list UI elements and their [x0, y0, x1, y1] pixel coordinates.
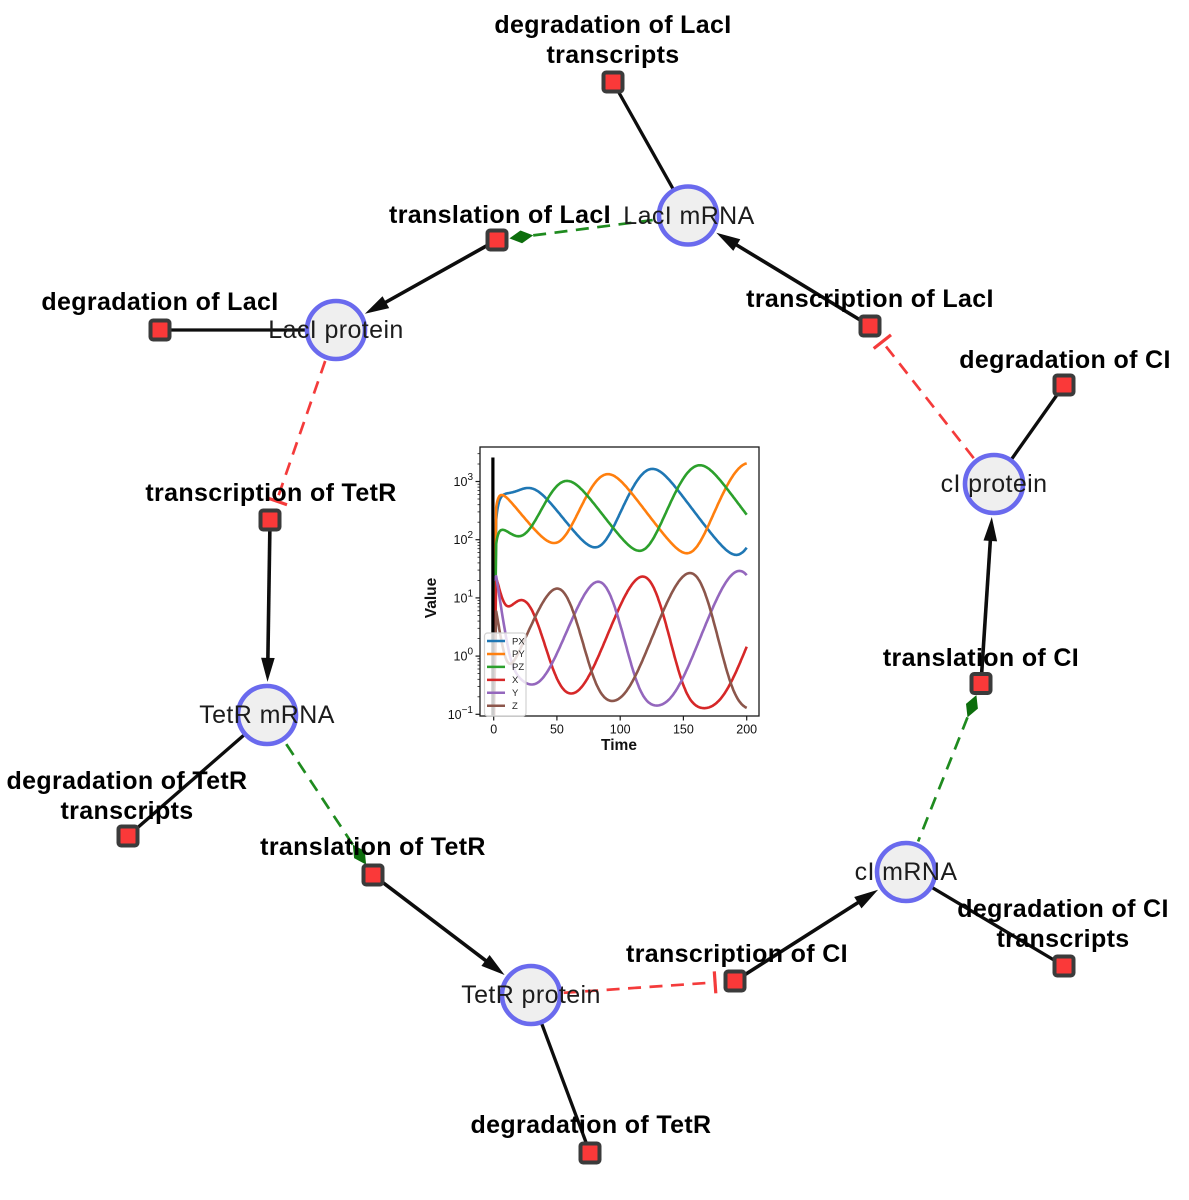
svg-text:transcription of CI: transcription of CI — [626, 940, 848, 968]
svg-text:PZ: PZ — [512, 662, 524, 673]
svg-text:transcripts: transcripts — [996, 925, 1129, 953]
svg-text:X: X — [512, 675, 519, 686]
svg-text:Time: Time — [601, 737, 637, 754]
svg-text:degradation of LacI: degradation of LacI — [41, 288, 278, 316]
svg-text:translation of CI: translation of CI — [883, 644, 1079, 672]
svg-text:Y: Y — [512, 688, 519, 699]
svg-text:TetR protein: TetR protein — [461, 981, 601, 1009]
svg-text:degradation of CI: degradation of CI — [957, 895, 1169, 923]
svg-text:50: 50 — [550, 723, 564, 737]
svg-text:Z: Z — [512, 701, 518, 712]
svg-text:degradation of LacI: degradation of LacI — [494, 11, 731, 39]
svg-text:transcripts: transcripts — [60, 797, 193, 825]
svg-text:degradation of CI: degradation of CI — [959, 346, 1171, 374]
svg-text:TetR mRNA: TetR mRNA — [199, 701, 335, 729]
svg-text:transcription of LacI: transcription of LacI — [746, 285, 994, 313]
svg-text:cI mRNA: cI mRNA — [855, 858, 958, 886]
svg-text:PX: PX — [512, 636, 525, 647]
svg-text:LacI mRNA: LacI mRNA — [623, 202, 754, 230]
svg-text:translation of LacI: translation of LacI — [389, 201, 611, 229]
svg-text:200: 200 — [736, 723, 757, 737]
svg-text:transcription of TetR: transcription of TetR — [145, 479, 396, 507]
svg-text:degradation of TetR: degradation of TetR — [7, 767, 248, 795]
svg-text:LacI protein: LacI protein — [268, 316, 403, 344]
svg-text:cI protein: cI protein — [941, 470, 1048, 498]
svg-text:translation of TetR: translation of TetR — [260, 833, 486, 861]
svg-text:transcripts: transcripts — [546, 41, 679, 69]
svg-text:0: 0 — [490, 723, 497, 737]
svg-text:150: 150 — [673, 723, 694, 737]
svg-text:100: 100 — [610, 723, 631, 737]
svg-text:PY: PY — [512, 649, 525, 660]
svg-text:degradation of TetR: degradation of TetR — [471, 1111, 712, 1139]
svg-text:Value: Value — [423, 577, 440, 618]
